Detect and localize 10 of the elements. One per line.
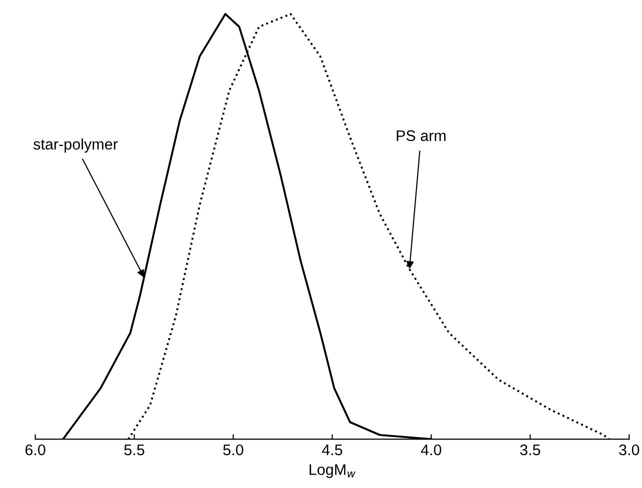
annotation: PS arm	[396, 130, 446, 142]
x-tick-label: 4.5	[322, 444, 342, 456]
x-tick-label: 4.0	[420, 444, 442, 456]
x-axis-title: LogM$_{w}$	[310, 464, 356, 478]
annotation: star-polymer	[33, 138, 118, 153]
x-tick-label: 5.5	[124, 444, 144, 456]
x-tick-label: 3.0	[619, 444, 640, 456]
x-tick-label: 6.0	[25, 444, 46, 456]
x-tick-label: 3.5	[520, 444, 540, 456]
x-tick-label: 5.0	[223, 444, 244, 456]
